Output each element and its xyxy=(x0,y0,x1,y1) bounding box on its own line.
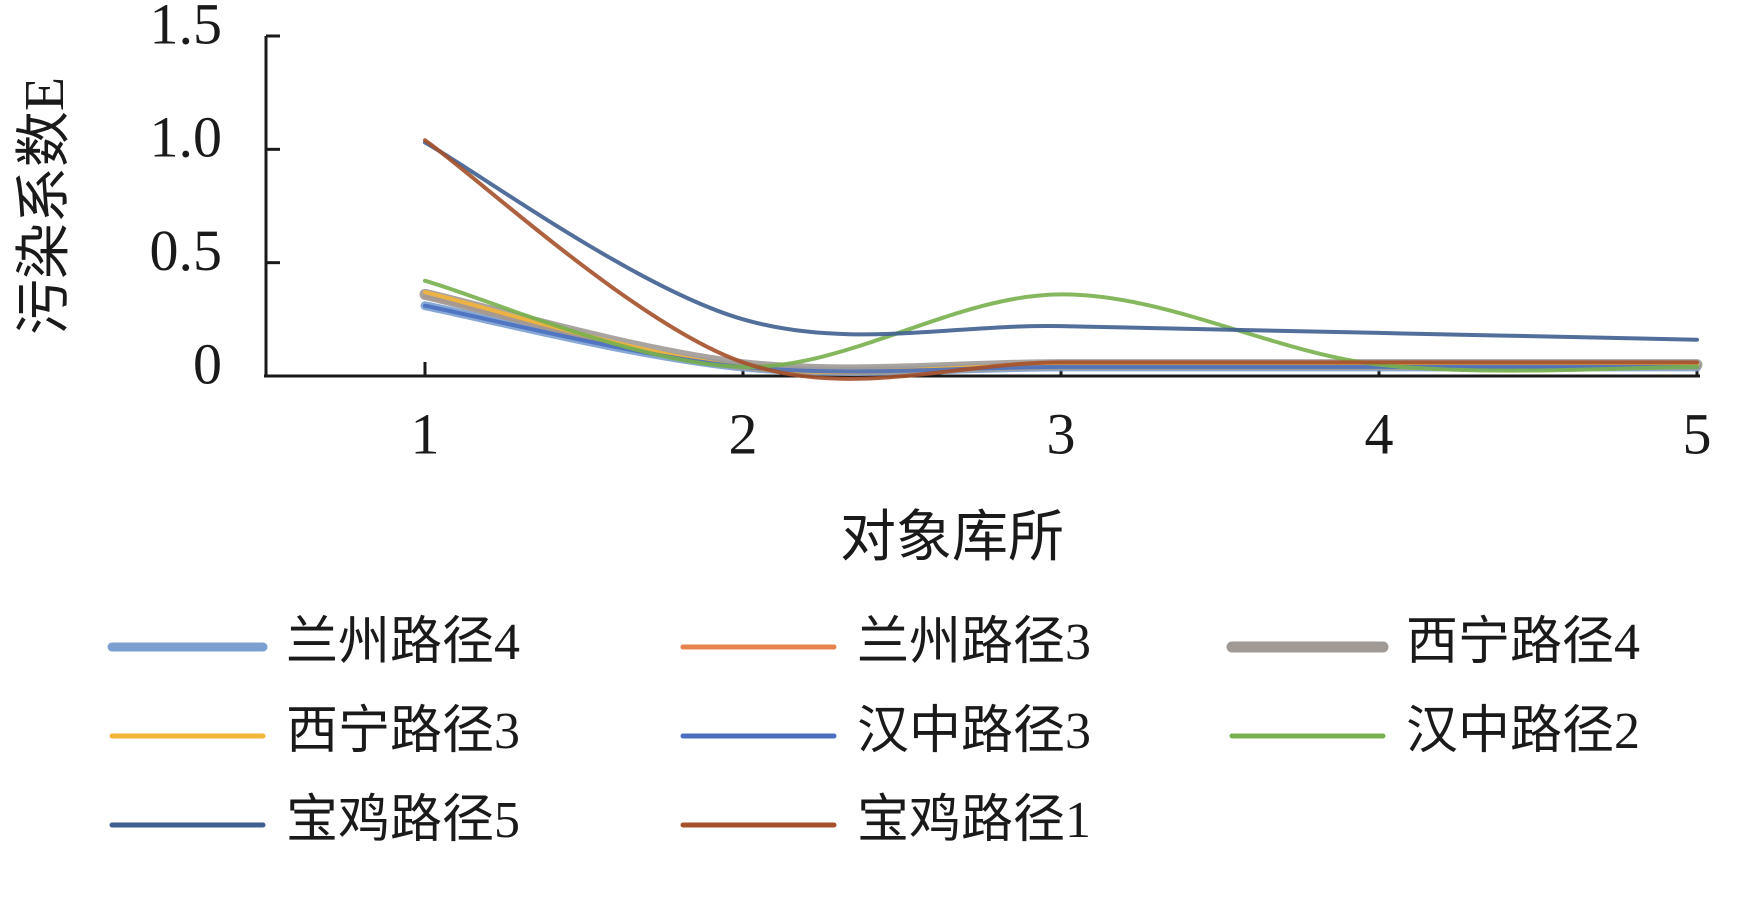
legend-label: 汉中路径3 xyxy=(857,703,1091,760)
x-tick-label: 5 xyxy=(1683,401,1712,466)
y-tick-label: 1.0 xyxy=(150,105,223,170)
series-line xyxy=(423,138,1699,381)
legend-label: 兰州路径4 xyxy=(286,614,520,671)
legend-label: 宝鸡路径1 xyxy=(857,792,1091,849)
y-tick-label: 0.5 xyxy=(150,218,223,283)
x-tick-label: 2 xyxy=(729,401,758,466)
legend-label: 西宁路径3 xyxy=(286,703,520,760)
series-line xyxy=(423,303,1699,374)
series-line xyxy=(423,140,1699,342)
x-tick-label: 4 xyxy=(1365,401,1394,466)
series-line xyxy=(419,288,1703,376)
series-line xyxy=(423,278,1699,373)
y-tick-label: 0 xyxy=(193,331,222,396)
x-tick-label: 1 xyxy=(411,401,440,466)
legend-label: 西宁路径4 xyxy=(1406,614,1640,671)
legend-label: 宝鸡路径5 xyxy=(286,792,520,849)
y-axis-title: 污染系数E xyxy=(14,77,76,335)
y-tick-label: 1.5 xyxy=(150,0,223,56)
legend-label: 兰州路径3 xyxy=(857,614,1091,671)
x-tick-label: 3 xyxy=(1047,401,1076,466)
x-axis-title: 对象库所 xyxy=(840,507,1064,569)
legend-label: 汉中路径2 xyxy=(1406,703,1640,760)
